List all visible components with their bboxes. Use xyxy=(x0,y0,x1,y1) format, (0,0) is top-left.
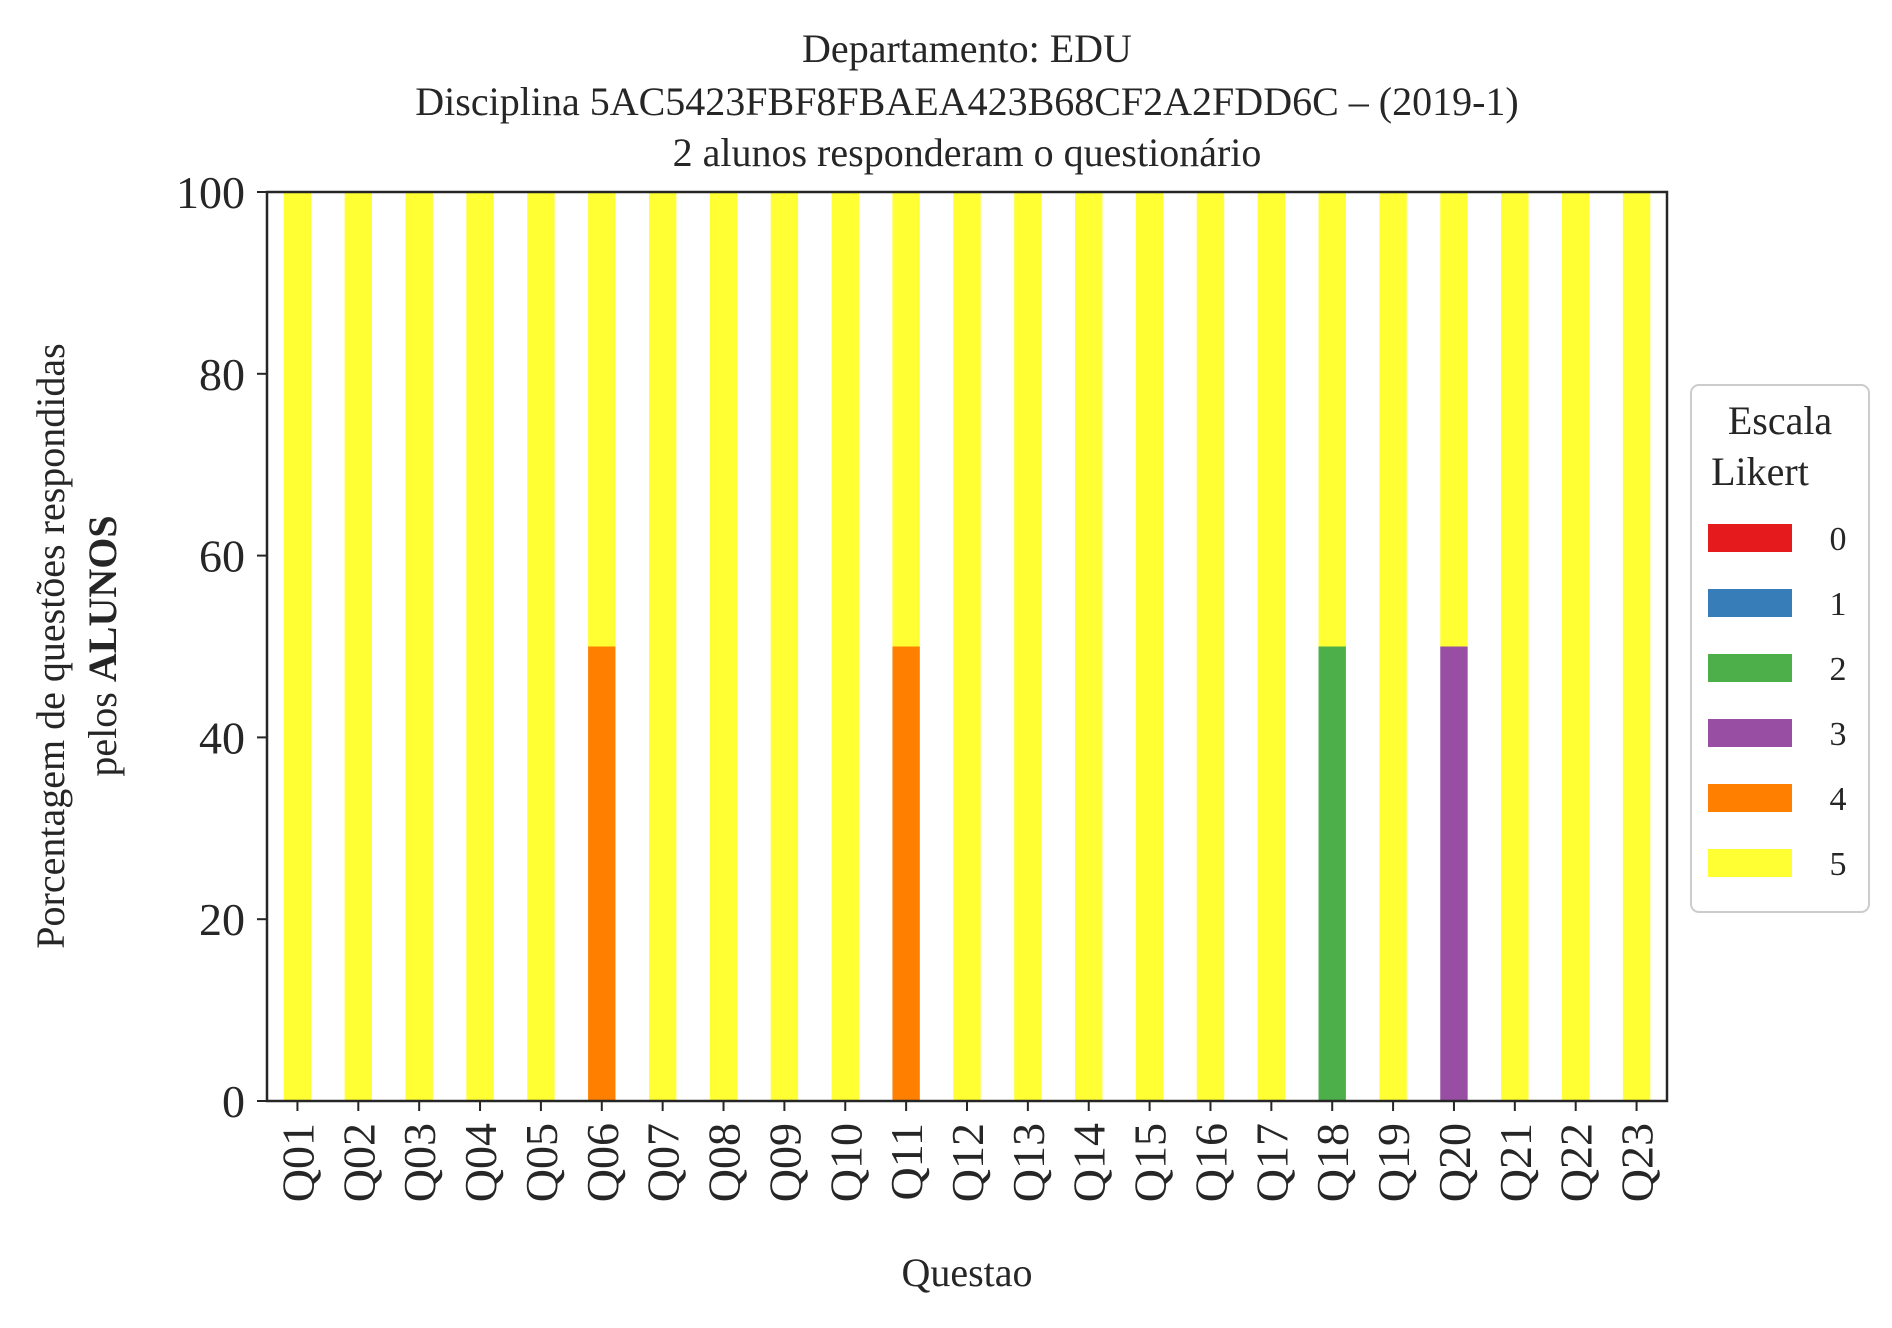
y-tick-label: 0 xyxy=(222,1076,245,1127)
bar-Q17-scale-5 xyxy=(1257,192,1286,1101)
y-tick-label: 40 xyxy=(199,712,245,763)
bar-Q21-scale-5 xyxy=(1501,192,1529,1101)
legend-label-3: 3 xyxy=(1830,716,1847,753)
x-tick-label: Q08 xyxy=(699,1123,750,1202)
bar-Q01-scale-5 xyxy=(283,192,312,1101)
x-tick-label: Q03 xyxy=(394,1123,445,1202)
y-axis-label-line-1: Porcentagem de questões respondidas xyxy=(28,343,73,948)
x-tick-label: Q05 xyxy=(516,1123,567,1202)
legend-swatch-4 xyxy=(1708,784,1792,812)
y-tick-label: 80 xyxy=(199,349,245,400)
x-tick-label: Q12 xyxy=(942,1123,993,1202)
legend-label-0: 0 xyxy=(1830,521,1847,558)
bar-Q11-scale-5 xyxy=(892,192,920,647)
legend-swatch-3 xyxy=(1708,719,1792,747)
plot-frame xyxy=(265,190,1669,1103)
chart-title: Departamento: EDU Disciplina 5AC5423FBF8… xyxy=(415,26,1518,175)
x-tick-label: Q22 xyxy=(1551,1123,1602,1202)
x-tick-label: Q23 xyxy=(1612,1123,1663,1202)
x-tick-label: Q20 xyxy=(1429,1123,1480,1202)
bar-Q10-scale-5 xyxy=(831,192,859,1101)
y-tick-label: 60 xyxy=(199,531,245,582)
x-axis-label: Questao xyxy=(901,1250,1032,1295)
bar-Q12-scale-5 xyxy=(953,192,981,1101)
title-line-1: Departamento: EDU xyxy=(802,26,1132,71)
legend-title-line-2: Likert xyxy=(1711,449,1809,494)
legend-swatch-5 xyxy=(1708,849,1792,877)
bar-Q03-scale-5 xyxy=(405,192,433,1101)
x-tick-label: Q17 xyxy=(1246,1123,1297,1202)
bar-Q09-scale-5 xyxy=(770,192,799,1101)
x-tick-label: Q01 xyxy=(272,1123,323,1202)
title-line-2: Disciplina 5AC5423FBF8FBAEA423B68CF2A2FD… xyxy=(415,79,1518,124)
y-axis-label-line-2: pelos ALUNOS xyxy=(80,515,125,776)
x-axis: Q01 Q02 Q03 Q04 Q05 Q06 Q07 Q08 Q09 Q10 Q11 Q12 Q13 Q… xyxy=(272,1101,1663,1202)
x-tick-label: Q18 xyxy=(1307,1123,1358,1202)
x-tick-label: Q19 xyxy=(1368,1123,1419,1202)
legend-label-5: 5 xyxy=(1830,846,1847,883)
x-tick-label: Q14 xyxy=(1064,1123,1115,1202)
x-tick-label: Q16 xyxy=(1185,1123,1236,1202)
x-tick-label: Q07 xyxy=(638,1123,689,1202)
legend-swatch-2 xyxy=(1708,654,1792,682)
bar-Q02-scale-5 xyxy=(344,192,372,1101)
legend-label-1: 1 xyxy=(1830,586,1847,623)
bar-Q13-scale-5 xyxy=(1014,192,1042,1101)
bars xyxy=(283,192,1651,1101)
y-axis-label-bold: ALUNOS xyxy=(80,515,125,682)
bar-Q15-scale-5 xyxy=(1135,192,1164,1101)
x-tick-label: Q10 xyxy=(820,1123,871,1202)
bar-Q20-scale-5 xyxy=(1440,192,1468,647)
x-tick-label: Q15 xyxy=(1125,1123,1176,1202)
bar-Q18-scale-2 xyxy=(1318,646,1346,1101)
x-tick-label: Q06 xyxy=(577,1123,628,1202)
bar-Q18-scale-5 xyxy=(1318,192,1346,647)
legend-frame xyxy=(1690,384,1870,913)
legend-title-line-1: Escala xyxy=(1728,398,1833,443)
bar-Q19-scale-5 xyxy=(1379,192,1407,1101)
bar-Q08-scale-5 xyxy=(709,192,738,1101)
legend-label-4: 4 xyxy=(1830,781,1847,818)
x-tick-label: Q09 xyxy=(759,1123,810,1202)
x-tick-label: Q21 xyxy=(1490,1123,1541,1202)
bar-Q22-scale-5 xyxy=(1562,192,1590,1101)
legend-label-2: 2 xyxy=(1830,651,1847,688)
x-tick-label: Q02 xyxy=(333,1123,384,1202)
bar-Q23-scale-5 xyxy=(1622,192,1651,1101)
x-tick-label: Q11 xyxy=(881,1123,932,1201)
y-tick-label: 100 xyxy=(176,167,245,218)
legend-items: 0 1 2 3 4 5 xyxy=(1708,521,1847,883)
title-line-3: 2 alunos responderam o questionário xyxy=(673,130,1262,175)
legend-swatch-1 xyxy=(1708,589,1792,617)
x-tick-label: Q13 xyxy=(1003,1123,1054,1202)
bar-Q11-scale-4 xyxy=(892,646,920,1101)
bar-Q16-scale-5 xyxy=(1196,192,1225,1101)
bar-Q20-scale-3 xyxy=(1440,646,1468,1101)
y-axis-label-prefix: pelos xyxy=(80,682,125,776)
bar-Q06-scale-5 xyxy=(588,192,616,647)
legend: Escala Likert 0 1 2 3 4 5 xyxy=(1690,384,1870,913)
y-axis: 0 20 40 60 80 100 xyxy=(176,167,267,1127)
y-tick-label: 20 xyxy=(199,894,245,945)
x-tick-label: Q04 xyxy=(455,1123,506,1202)
bar-Q05-scale-5 xyxy=(527,192,555,1101)
bar-Q14-scale-5 xyxy=(1075,192,1103,1101)
legend-swatch-0 xyxy=(1708,524,1792,552)
y-axis-label: Porcentagem de questões respondidas pelo… xyxy=(28,343,125,948)
bar-Q07-scale-5 xyxy=(648,192,677,1101)
bar-Q06-scale-4 xyxy=(588,646,616,1101)
bar-Q04-scale-5 xyxy=(466,192,494,1101)
